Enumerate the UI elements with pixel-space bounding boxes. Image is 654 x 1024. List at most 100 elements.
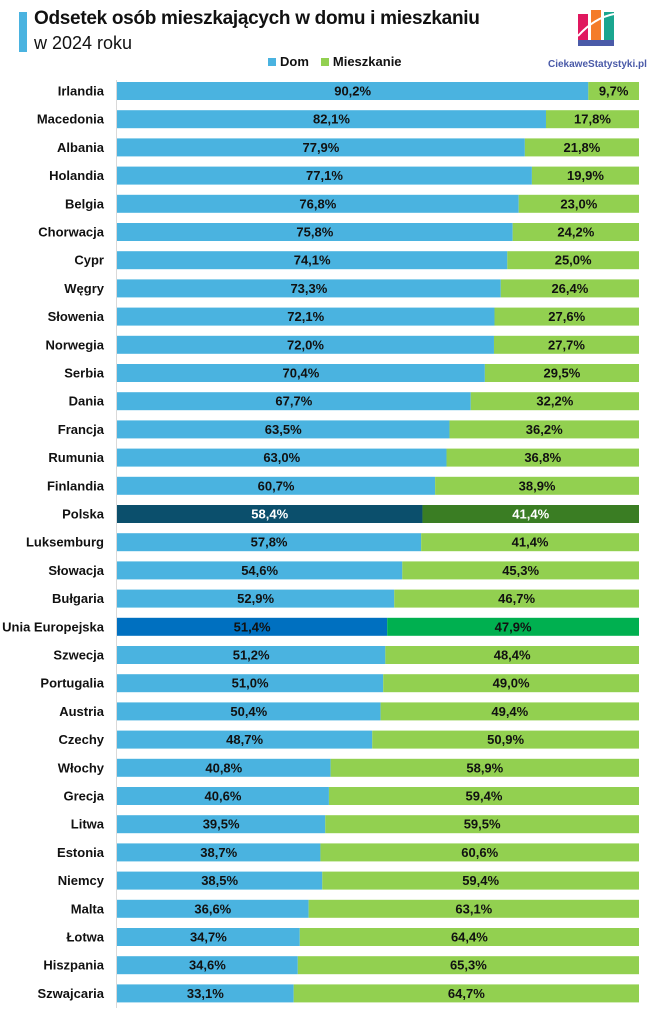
category-label-serbia: Serbia [64,366,105,381]
bar-mieszkanie-włochy [330,758,639,777]
data-label-dom-rumunia: 63,0% [263,450,300,465]
legend-label-dom: Dom [280,54,309,69]
category-label-łotwa: Łotwa [66,930,104,945]
bar-dom-irlandia [117,82,589,100]
data-label-dom-polska: 58,4% [251,507,288,522]
category-label-szwajcaria: Szwajcaria [38,986,105,1001]
bar-mieszkanie-serbia [484,364,639,382]
bar-mieszkanie-belgia [518,194,639,213]
data-label-mieszkanie-polska: 41,4% [512,507,549,522]
data-label-dom-litwa: 39,5% [203,817,240,832]
bar-dom-szwajcaria [117,984,294,1003]
bar-dom-bułgaria [117,589,395,608]
bar-mieszkanie-rumunia [446,448,639,467]
bar-mieszkanie-szwajcaria [293,984,639,1003]
data-label-dom-francja: 63,5% [265,422,302,437]
data-label-mieszkanie-litwa: 59,5% [464,817,501,832]
bar-mieszkanie-albania [524,138,639,157]
data-label-mieszkanie-austria: 49,4% [491,704,528,719]
bar-dom-cypr [117,251,508,270]
bar-mieszkanie-dania [470,392,639,411]
data-label-dom-cypr: 74,1% [294,253,331,268]
category-label-słowenia: Słowenia [48,309,105,324]
bar-mieszkanie-bułgaria [394,589,639,608]
bar-mieszkanie-macedonia [545,110,639,129]
data-label-dom-dania: 67,7% [275,394,312,409]
bar-dom-portugalia [117,674,384,693]
bar-mieszkanie-hiszpania [297,956,639,975]
data-label-mieszkanie-norwegia: 27,7% [548,337,585,352]
data-label-mieszkanie-portugalia: 49,0% [493,676,530,691]
bar-dom-słowacja [117,561,403,580]
bar-dom-hiszpania [117,956,298,975]
bar-dom-holandia [117,166,532,185]
bar-mieszkanie-irlandia [588,82,639,100]
bar-mieszkanie-estonia [320,843,639,862]
data-label-mieszkanie-irlandia: 9,7% [599,84,629,99]
bar-dom-włochy [117,758,331,777]
category-label-albania: Albania [57,140,105,155]
data-label-dom-norwegia: 72,0% [287,337,324,352]
data-label-dom-słowacja: 54,6% [241,563,278,578]
bar-mieszkanie-niemcy [322,871,639,890]
data-label-mieszkanie-macedonia: 17,8% [574,112,611,127]
data-label-mieszkanie-włochy: 58,9% [466,760,503,775]
data-label-mieszkanie-niemcy: 59,4% [462,873,499,888]
category-label-luksemburg: Luksemburg [26,535,104,550]
category-label-hiszpania: Hiszpania [43,958,104,973]
bar-dom-macedonia [117,110,546,129]
bar-mieszkanie-chorwacja [512,223,639,241]
category-label-holandia: Holandia [49,168,105,183]
data-label-mieszkanie-szwajcaria: 64,7% [448,986,485,1001]
data-label-dom-irlandia: 90,2% [334,84,371,99]
category-label-niemcy: Niemcy [58,873,105,888]
legend-item-dom: Dom [268,54,309,69]
bar-dom-serbia [117,364,485,382]
data-label-mieszkanie-czechy: 50,9% [487,732,524,747]
data-label-dom-włochy: 40,8% [205,760,242,775]
bar-mieszkanie-litwa [325,815,639,834]
legend-item-mieszkanie: Mieszkanie [320,54,402,69]
category-label-dania: Dania [69,394,105,409]
bar-dom-grecja [117,787,329,805]
category-label-polska: Polska [62,507,105,522]
bar-mieszkanie-węgry [500,279,639,298]
bar-dom-litwa [117,815,326,834]
data-label-mieszkanie-francja: 36,2% [526,422,563,437]
data-label-mieszkanie-malta: 63,1% [455,901,492,916]
data-label-dom-finlandia: 60,7% [258,478,295,493]
data-label-dom-szwecja: 51,2% [233,648,270,663]
bar-dom-austria [117,702,381,721]
legend-label-mieszkanie: Mieszkanie [332,54,402,69]
bar-dom-dania [117,392,471,411]
data-label-dom-serbia: 70,4% [282,366,319,381]
bar-mieszkanie-austria [380,702,639,721]
data-label-dom-bułgaria: 52,9% [237,591,274,606]
legend: Dom Mieszkanie [268,54,402,69]
data-label-dom-hiszpania: 34,6% [189,958,226,973]
bar-dom-polska [117,505,423,523]
bar-dom-łotwa [117,928,300,946]
category-label-francja: Francja [58,422,105,437]
category-label-chorwacja: Chorwacja [38,225,105,240]
bar-mieszkanie-szwecja [385,646,639,664]
data-label-mieszkanie-łotwa: 64,4% [451,930,488,945]
bar-dom-niemcy [117,871,323,890]
chart-title: Odsetek osób mieszkających w domu i mies… [34,8,480,29]
data-label-mieszkanie-holandia: 19,9% [567,168,604,183]
bar-dom-norwegia [117,335,494,354]
data-label-dom-łotwa: 34,7% [190,930,227,945]
data-label-mieszkanie-bułgaria: 46,7% [498,591,535,606]
data-label-dom-albania: 77,9% [302,140,339,155]
category-label-grecja: Grecja [64,789,105,804]
legend-swatch-mieszkanie [320,58,329,66]
bar-dom-albania [117,138,525,157]
data-label-dom-szwajcaria: 33,1% [187,986,224,1001]
data-label-mieszkanie-luksemburg: 41,4% [512,535,549,550]
bar-mieszkanie-finlandia [435,476,639,495]
bar-mieszkanie-unia-europejska [387,617,639,636]
category-label-bułgaria: Bułgaria [52,591,105,606]
logo: CiekaweStatystyki.pl [548,8,647,70]
data-label-dom-holandia: 77,1% [306,168,343,183]
